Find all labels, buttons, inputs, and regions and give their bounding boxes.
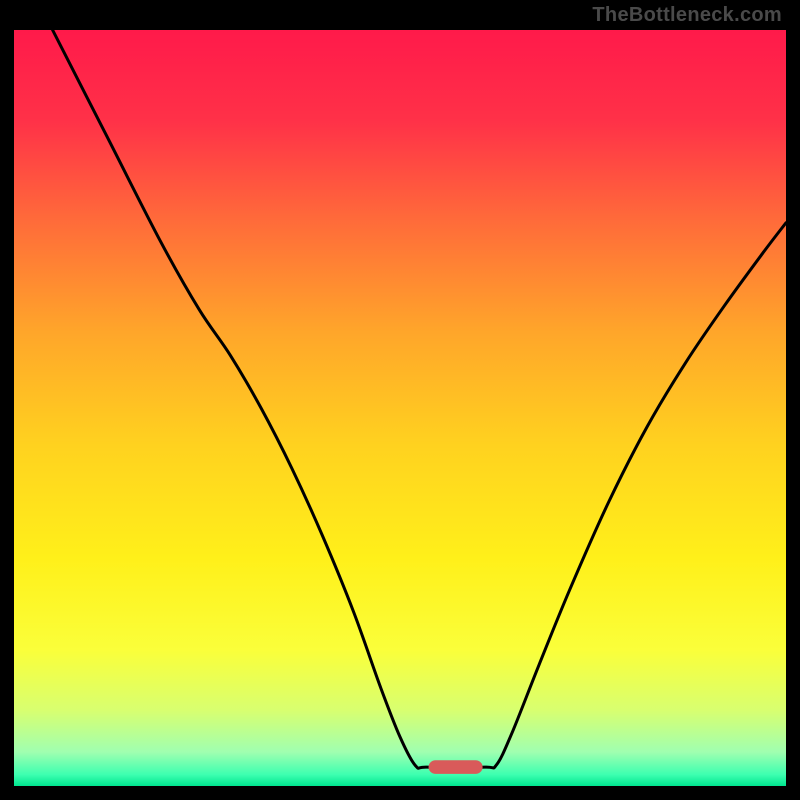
chart-container: TheBottleneck.com bbox=[0, 0, 800, 800]
chart-svg bbox=[14, 30, 786, 786]
watermark-label: TheBottleneck.com bbox=[592, 4, 782, 27]
plot-area bbox=[14, 30, 786, 786]
gradient-background bbox=[14, 30, 786, 786]
optimum-marker bbox=[429, 760, 483, 774]
